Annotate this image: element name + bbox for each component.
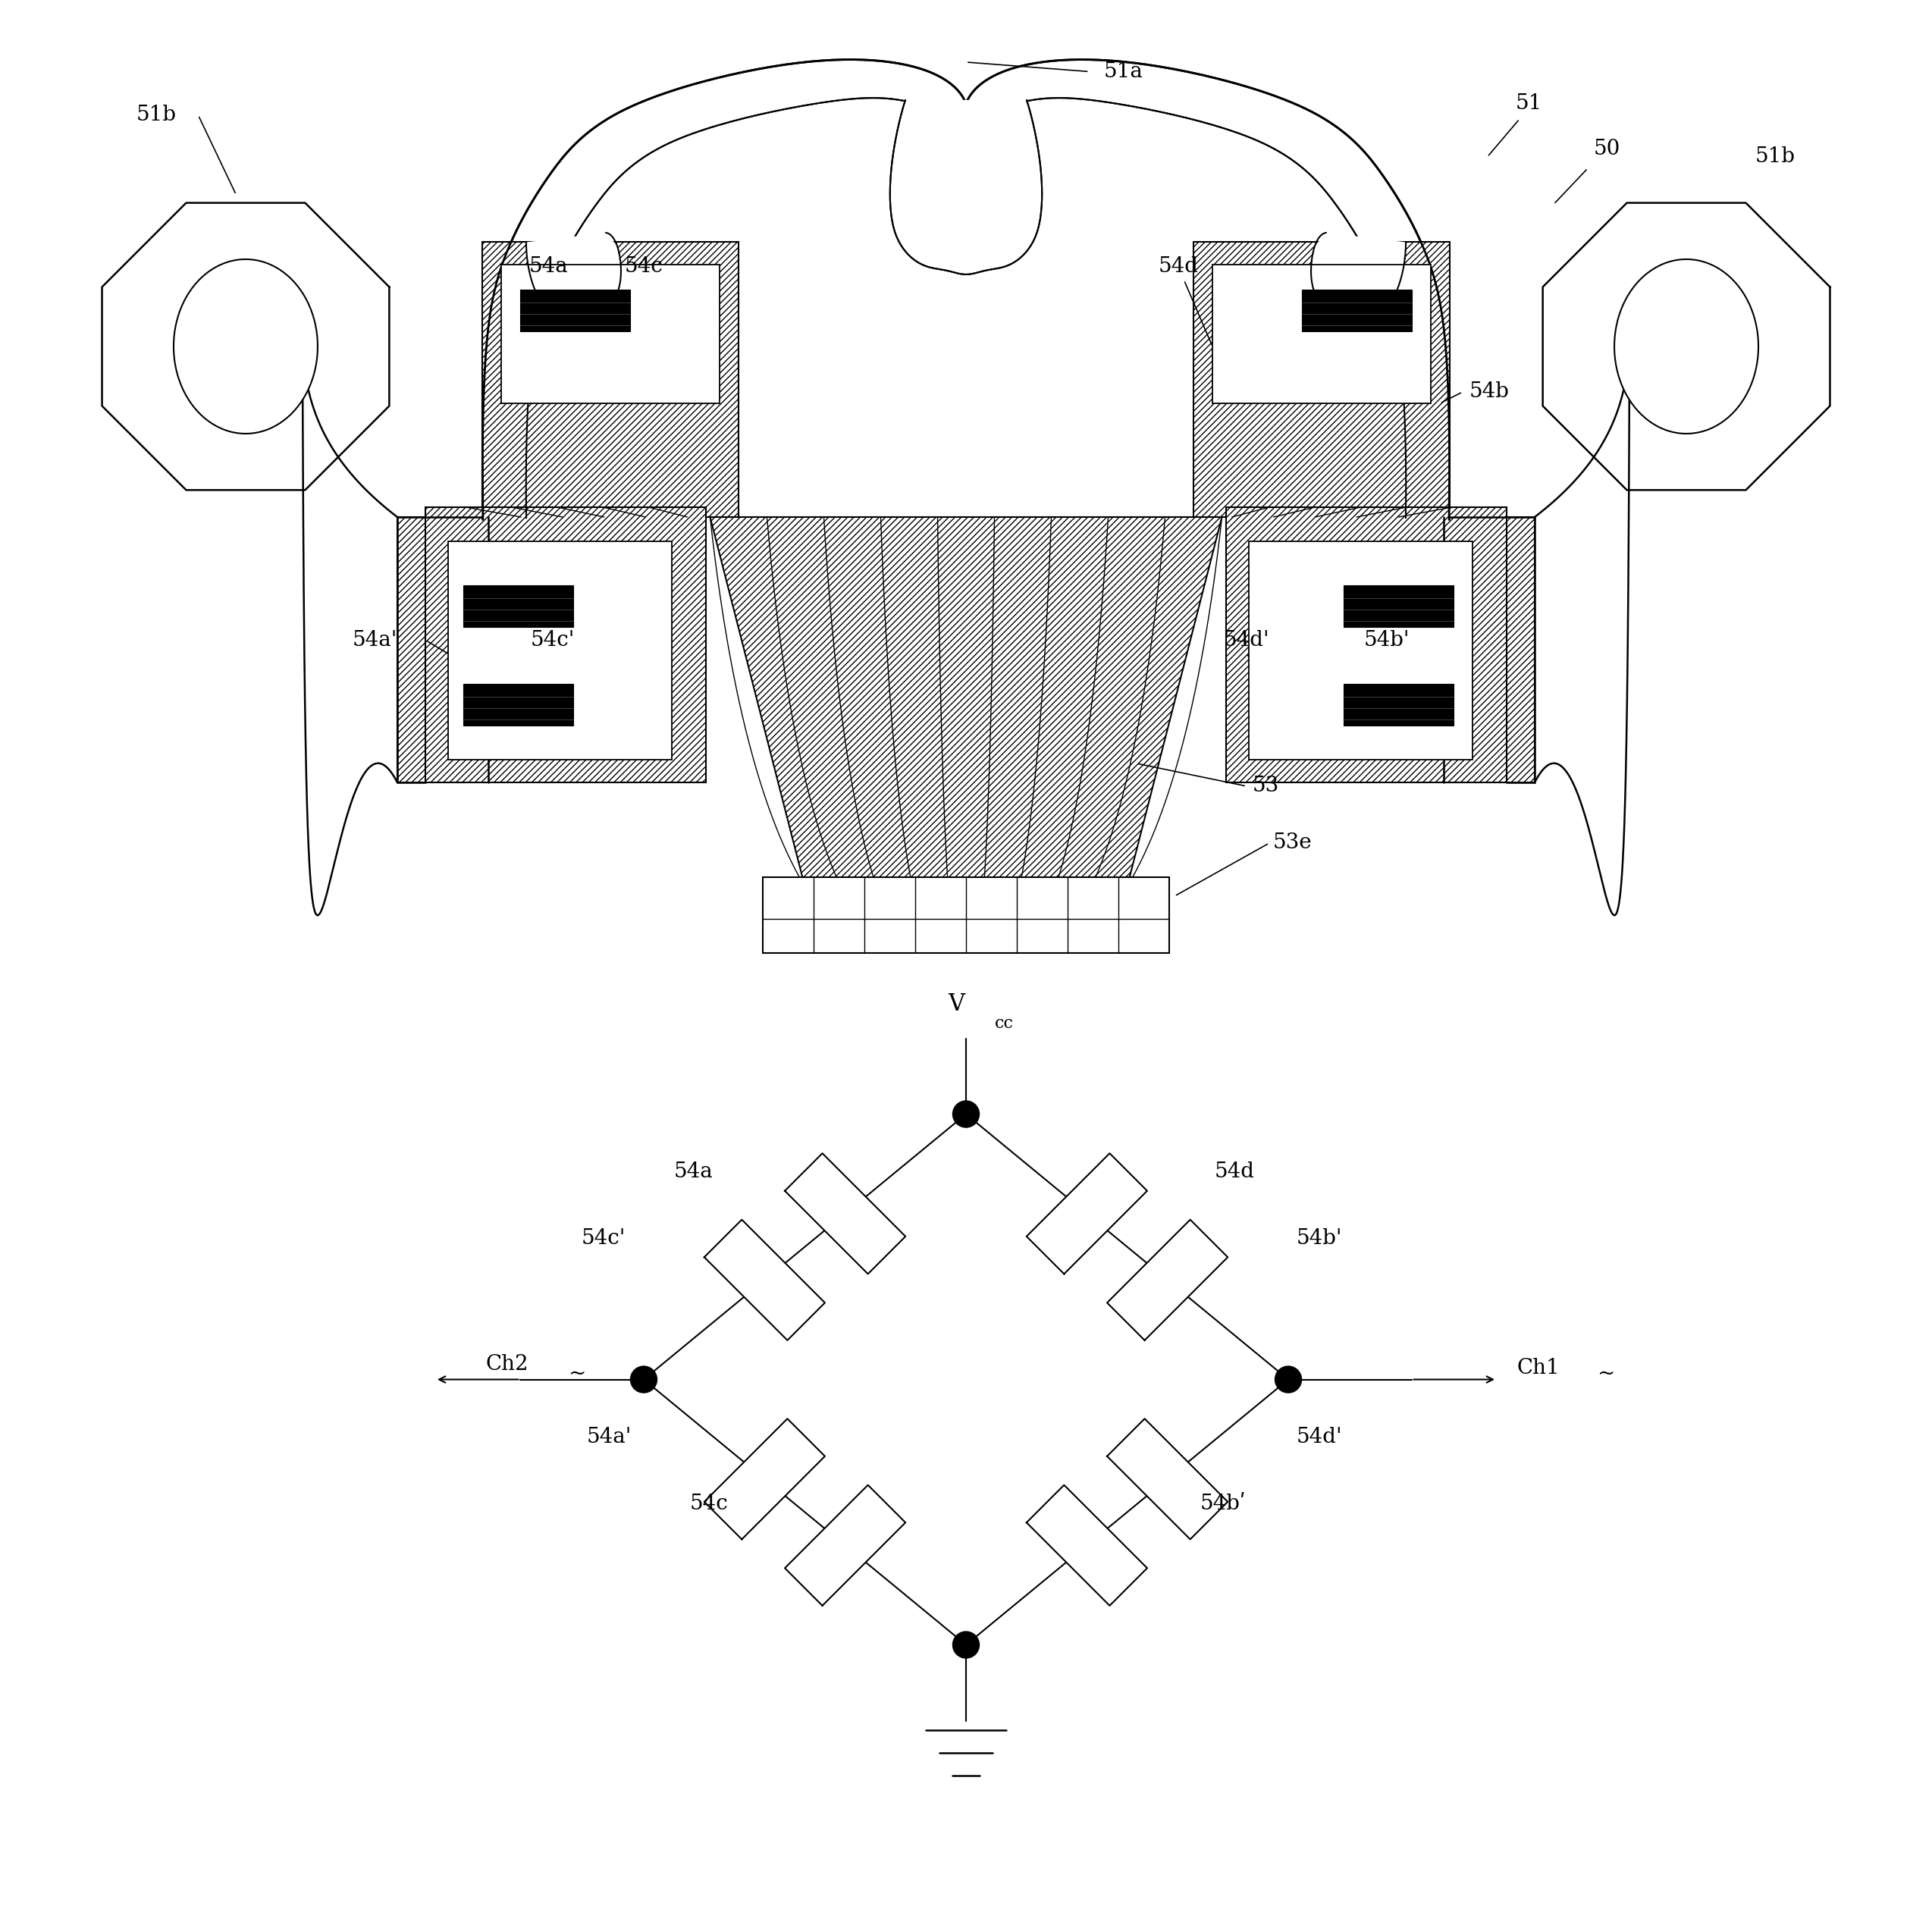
Bar: [1248, 541, 1472, 760]
Circle shape: [952, 1632, 980, 1658]
Text: 54bʹ: 54bʹ: [1200, 1494, 1246, 1513]
Text: V: V: [949, 993, 964, 1016]
Text: 54d: 54d: [1215, 1161, 1254, 1182]
Text: ~: ~: [568, 1363, 585, 1384]
Text: 54a': 54a': [352, 631, 398, 650]
Text: 51b: 51b: [137, 105, 176, 126]
Bar: [1302, 290, 1412, 332]
Polygon shape: [174, 259, 317, 435]
Polygon shape: [891, 99, 1041, 274]
Text: ~: ~: [1598, 1363, 1615, 1384]
Text: 54d': 54d': [1296, 1428, 1343, 1447]
Polygon shape: [526, 233, 620, 320]
Text: 51a: 51a: [1103, 61, 1144, 82]
Text: 54a: 54a: [529, 257, 568, 276]
Text: 54c: 54c: [690, 1494, 728, 1513]
Circle shape: [630, 1367, 657, 1393]
Text: 54d: 54d: [1157, 257, 1198, 276]
Polygon shape: [1026, 1153, 1148, 1273]
Bar: [483, 242, 738, 517]
Polygon shape: [705, 1418, 825, 1540]
Text: 53: 53: [1252, 776, 1279, 797]
Polygon shape: [1544, 202, 1830, 490]
Text: 54a': 54a': [587, 1428, 632, 1447]
Text: 50: 50: [1594, 139, 1621, 160]
Text: 51b: 51b: [1756, 147, 1795, 168]
Bar: [17, 6, 1915, 991]
Bar: [1343, 684, 1453, 726]
Bar: [425, 507, 707, 781]
Polygon shape: [784, 1153, 906, 1273]
Polygon shape: [705, 1220, 825, 1340]
Bar: [1343, 585, 1453, 627]
Text: 53e: 53e: [1273, 833, 1312, 854]
Bar: [464, 585, 574, 627]
Text: 54b': 54b': [1364, 631, 1410, 650]
Bar: [1194, 242, 1449, 517]
Text: Ch1: Ch1: [1517, 1357, 1559, 1378]
Bar: [1225, 507, 1507, 781]
Text: Ch2: Ch2: [485, 1353, 529, 1374]
Bar: [1213, 265, 1430, 404]
Polygon shape: [784, 1485, 906, 1605]
Bar: [502, 265, 719, 404]
Bar: [520, 290, 630, 332]
Bar: [464, 684, 574, 726]
Polygon shape: [1107, 1418, 1227, 1540]
Text: 54b: 54b: [1468, 381, 1509, 402]
Polygon shape: [102, 202, 388, 490]
Text: cc: cc: [995, 1014, 1014, 1031]
Text: 51: 51: [1515, 93, 1542, 114]
Text: 54b': 54b': [1296, 1227, 1343, 1248]
Polygon shape: [1615, 259, 1758, 435]
Bar: [448, 541, 672, 760]
Circle shape: [1275, 1367, 1302, 1393]
Text: 54d': 54d': [1223, 631, 1269, 650]
Circle shape: [952, 1102, 980, 1126]
Polygon shape: [1026, 1485, 1148, 1605]
Text: 54c: 54c: [624, 257, 663, 276]
Polygon shape: [1107, 1220, 1227, 1340]
Text: 54c': 54c': [582, 1227, 626, 1248]
Bar: [763, 877, 1169, 919]
Bar: [763, 877, 1169, 953]
Polygon shape: [1312, 233, 1406, 320]
Text: 54c': 54c': [531, 631, 576, 650]
Text: 54a: 54a: [674, 1161, 713, 1182]
